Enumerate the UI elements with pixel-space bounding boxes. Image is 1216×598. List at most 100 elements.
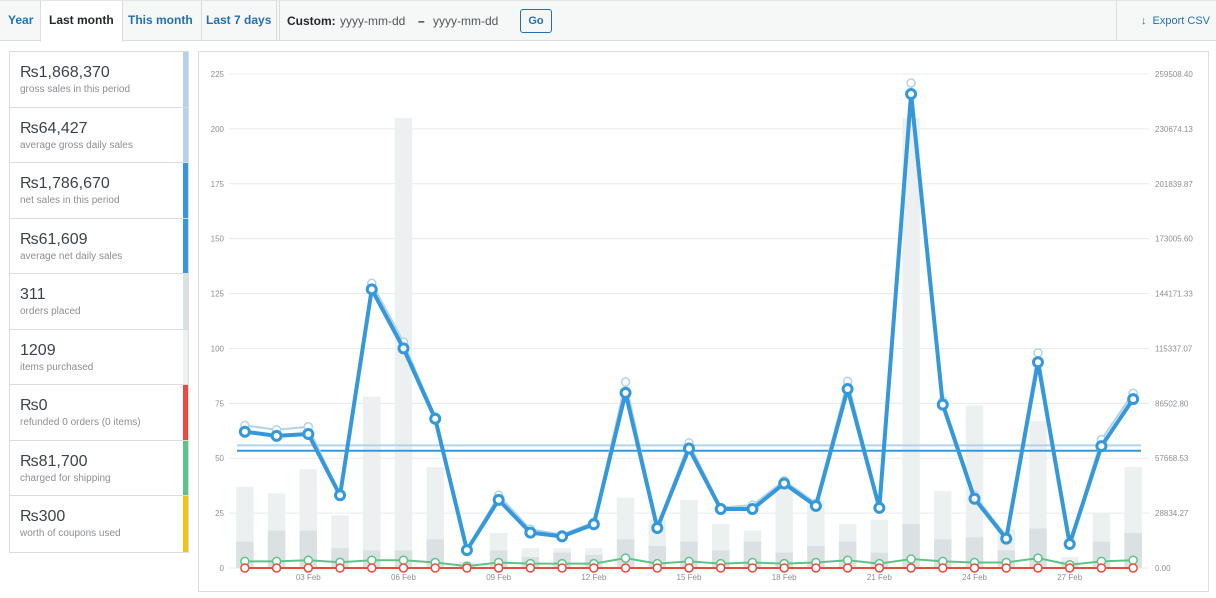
data-point <box>302 427 315 440</box>
data-point <box>715 563 726 573</box>
legend-color-bar <box>183 496 188 552</box>
sales-chart[interactable]: 0 25 50 75 100 125 150 175 200 225 0.00 28834.27 576… <box>199 52 1208 591</box>
data-point <box>778 477 791 490</box>
x-tick-label: 24 Feb <box>962 573 987 582</box>
data-point <box>589 563 599 573</box>
legend-amount: ₨1,786,670 <box>20 175 110 192</box>
legend-item[interactable]: ₨64,427 average gross daily sales <box>10 107 188 163</box>
date-separator: – <box>418 14 425 28</box>
legend-color-bar <box>183 107 188 162</box>
legend-desc: refunded 0 orders (0 items) <box>20 417 141 428</box>
tab-this-month[interactable]: This month <box>120 1 202 41</box>
legend-item[interactable]: 1209 items purchased <box>10 329 188 385</box>
legend-color-bar <box>183 218 188 273</box>
data-point <box>303 563 314 573</box>
data-point <box>906 563 916 573</box>
legend-item[interactable]: ₨1,786,670 net sales in this period <box>10 163 188 219</box>
legend-desc: orders placed <box>20 306 81 317</box>
tab-last-7-days[interactable]: Last 7 days <box>198 1 281 41</box>
data-point <box>493 563 504 573</box>
legend-desc: items purchased <box>20 361 94 373</box>
tab-year[interactable]: Year <box>0 1 43 41</box>
data-point <box>1064 563 1075 573</box>
data-point <box>556 530 569 543</box>
chart-legend: ₨1,868,370 gross sales in this period ₨64… <box>9 51 189 553</box>
data-point <box>873 501 886 514</box>
legend-amount: ₨64,427 <box>20 119 88 137</box>
go-button[interactable]: Go <box>520 9 552 33</box>
legend-color-bar <box>183 274 188 329</box>
x-tick-label: 03 Feb <box>296 573 321 582</box>
export-csv-button[interactable]: ↓ Export CSV <box>1141 1 1210 41</box>
data-point <box>683 442 695 455</box>
data-point <box>936 398 949 411</box>
bar <box>267 530 286 568</box>
end-date-input[interactable]: yyyy-mm-dd <box>433 14 499 28</box>
report-range-tabs: Year Last month This month Last 7 days C… <box>0 0 1216 42</box>
data-point <box>430 563 440 573</box>
legend-amount: ₨81,700 <box>20 452 88 470</box>
legend-desc: net sales in this period <box>20 195 120 206</box>
data-point <box>524 526 537 539</box>
y-right-tick-label: 0.00 <box>1155 564 1171 573</box>
bar <box>363 396 381 568</box>
data-point <box>651 522 664 535</box>
data-point <box>620 553 631 563</box>
data-point <box>492 493 505 506</box>
data-point <box>1000 532 1013 545</box>
legend-desc: worth of coupons used <box>20 528 121 539</box>
data-point <box>620 563 631 573</box>
legend-desc: average gross daily sales <box>20 139 133 151</box>
data-point <box>652 563 663 573</box>
y-left-tick-label: 125 <box>211 290 225 299</box>
y-right-tick-label: 57668.53 <box>1155 454 1189 463</box>
legend-amount: ₨1,868,370 <box>20 64 110 81</box>
bar <box>902 524 920 568</box>
custom-range-label: Custom: <box>287 14 336 28</box>
data-point <box>842 563 853 573</box>
data-point <box>334 489 347 502</box>
legend-amount: ₨0 <box>20 397 48 414</box>
data-point <box>1031 356 1044 369</box>
x-tick-label: 15 Feb <box>677 573 702 582</box>
legend-desc: charged for shipping <box>20 472 111 484</box>
legend-item[interactable]: ₨61,609 average net daily sales <box>10 218 188 274</box>
tab-last-month[interactable]: Last month <box>40 1 123 42</box>
data-point <box>841 383 854 396</box>
bar <box>902 117 920 569</box>
y-right-tick-label: 86502.80 <box>1155 399 1189 408</box>
data-point <box>429 412 442 425</box>
legend-desc: average net daily sales <box>20 250 123 262</box>
start-date-input[interactable]: yyyy-mm-dd <box>340 14 406 28</box>
data-point <box>619 386 632 399</box>
legend-item[interactable]: 311 orders placed <box>10 274 188 330</box>
data-point <box>1128 563 1138 573</box>
bar <box>775 488 793 568</box>
data-point <box>1096 563 1107 573</box>
legend-item[interactable]: ₨0 refunded 0 orders (0 items) <box>10 385 188 441</box>
legend-amount: 311 <box>20 286 46 303</box>
y-left-tick-label: 200 <box>211 125 225 134</box>
data-point <box>557 563 567 573</box>
data-point <box>271 563 282 573</box>
x-tick-label: 12 Feb <box>581 573 606 582</box>
data-point <box>809 499 822 512</box>
data-point <box>460 544 473 557</box>
data-point <box>746 502 759 515</box>
data-point <box>397 342 410 355</box>
y-left-tick-label: 25 <box>215 509 224 518</box>
y-left-tick-label: 225 <box>211 70 225 79</box>
y-left-tick-label: 150 <box>211 235 225 244</box>
legend-item[interactable]: ₨300 worth of coupons used <box>10 496 188 552</box>
data-point <box>587 518 600 531</box>
legend-item[interactable]: ₨81,700 charged for shipping <box>10 440 188 496</box>
data-point <box>1127 393 1140 406</box>
data-point <box>906 554 916 564</box>
data-point <box>969 563 980 573</box>
y-left-tick-label: 75 <box>215 399 224 408</box>
legend-color-bar <box>183 385 188 440</box>
legend-desc: gross sales in this period <box>20 84 131 95</box>
y-left-tick-label: 100 <box>211 344 225 353</box>
y-right-tick-label: 173005.60 <box>1155 235 1193 244</box>
legend-item[interactable]: ₨1,868,370 gross sales in this period <box>10 52 188 108</box>
